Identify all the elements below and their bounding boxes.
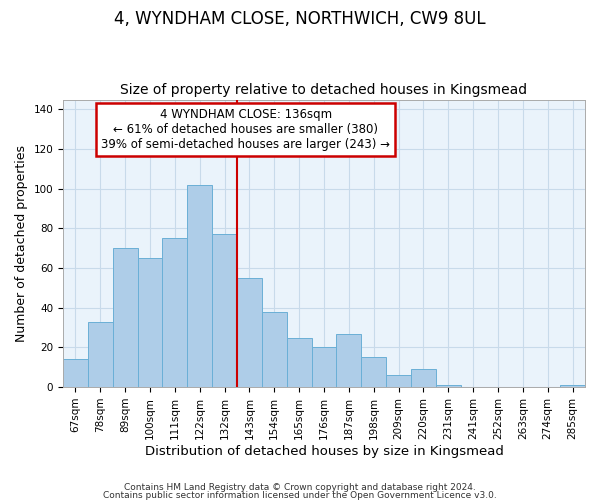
X-axis label: Distribution of detached houses by size in Kingsmead: Distribution of detached houses by size … <box>145 444 503 458</box>
Bar <box>212 234 237 387</box>
Bar <box>436 385 461 387</box>
Y-axis label: Number of detached properties: Number of detached properties <box>15 145 28 342</box>
Bar <box>163 238 187 387</box>
Bar <box>63 360 88 387</box>
Text: 4 WYNDHAM CLOSE: 136sqm
← 61% of detached houses are smaller (380)
39% of semi-d: 4 WYNDHAM CLOSE: 136sqm ← 61% of detache… <box>101 108 390 151</box>
Bar <box>113 248 137 387</box>
Bar <box>237 278 262 387</box>
Bar <box>411 369 436 387</box>
Bar <box>262 312 287 387</box>
Bar <box>137 258 163 387</box>
Text: Contains HM Land Registry data © Crown copyright and database right 2024.: Contains HM Land Registry data © Crown c… <box>124 484 476 492</box>
Bar <box>187 185 212 387</box>
Text: Contains public sector information licensed under the Open Government Licence v3: Contains public sector information licen… <box>103 490 497 500</box>
Bar <box>337 334 361 387</box>
Bar <box>386 375 411 387</box>
Bar <box>88 322 113 387</box>
Bar <box>311 348 337 387</box>
Bar <box>361 358 386 387</box>
Bar <box>560 385 585 387</box>
Bar <box>287 338 311 387</box>
Text: 4, WYNDHAM CLOSE, NORTHWICH, CW9 8UL: 4, WYNDHAM CLOSE, NORTHWICH, CW9 8UL <box>114 10 486 28</box>
Title: Size of property relative to detached houses in Kingsmead: Size of property relative to detached ho… <box>121 83 527 97</box>
